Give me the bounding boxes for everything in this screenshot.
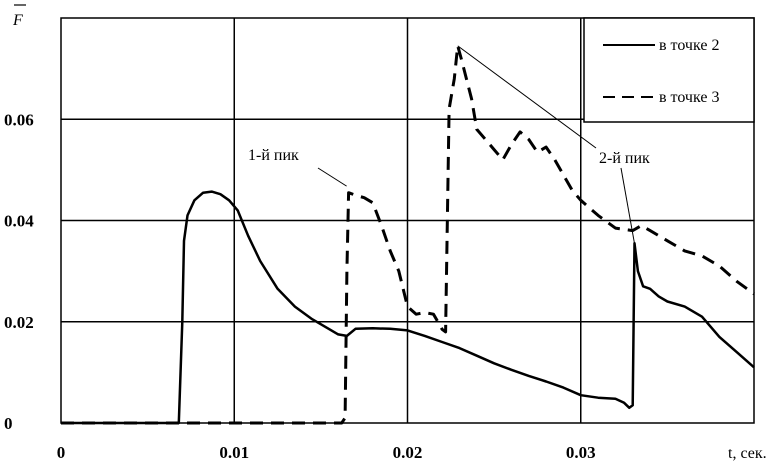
y-tick-label: 0.04 — [4, 212, 34, 231]
x-tick-label: 0 — [57, 443, 66, 462]
series-line-2 — [61, 44, 755, 425]
series-line-1 — [61, 190, 755, 425]
x-tick-label: 0.02 — [393, 443, 423, 462]
plot-area-frame — [60, 17, 755, 424]
legend-box — [583, 17, 755, 123]
annotation-2-label: 2-й пик — [599, 150, 650, 167]
tick-labels: 0 0.01 0.02 0.03 0 0.02 0.04 0.06 — [4, 110, 596, 462]
x-axis-label: t, сек. — [728, 445, 767, 462]
annotation-leader-1 — [317, 167, 347, 187]
x-tick-label: 0.01 — [219, 443, 249, 462]
series-lines — [61, 44, 755, 425]
annotations: 1-й пик 2-й пик — [248, 45, 650, 244]
y-axis-label: F — [12, 4, 26, 29]
y-tick-label: 0.02 — [4, 313, 34, 332]
grid — [61, 18, 754, 423]
legend-label-series-2: в точке 3 — [659, 89, 719, 106]
y-tick-label: 0 — [4, 414, 13, 433]
legend: в точке 2 в точке 3 — [583, 17, 755, 123]
annotation-1-label: 1-й пик — [248, 147, 299, 164]
annotation-leader-2b — [620, 167, 635, 244]
annotation-leader-2a — [457, 45, 597, 149]
legend-label-series-1: в точке 2 — [659, 37, 719, 54]
y-tick-label: 0.06 — [4, 110, 34, 129]
y-axis-label-text: F — [12, 12, 23, 29]
x-tick-label: 0.03 — [566, 443, 596, 462]
